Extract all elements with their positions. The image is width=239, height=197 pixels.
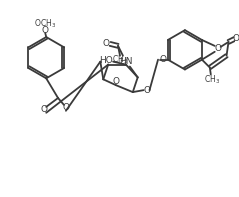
Text: O: O <box>103 39 110 48</box>
Text: O: O <box>159 55 166 64</box>
Text: O: O <box>42 26 49 35</box>
Text: CH$_3$: CH$_3$ <box>204 73 220 85</box>
Text: O: O <box>113 77 120 86</box>
Text: O: O <box>41 105 48 114</box>
Text: $\mathregular{OCH_3}$: $\mathregular{OCH_3}$ <box>34 18 56 31</box>
Text: CH$_3$: CH$_3$ <box>112 53 128 66</box>
Text: O: O <box>233 33 239 43</box>
Text: O: O <box>214 44 221 53</box>
Text: HO: HO <box>99 56 113 65</box>
Text: HN: HN <box>119 57 133 66</box>
Text: O: O <box>62 103 69 112</box>
Text: O: O <box>143 86 150 95</box>
